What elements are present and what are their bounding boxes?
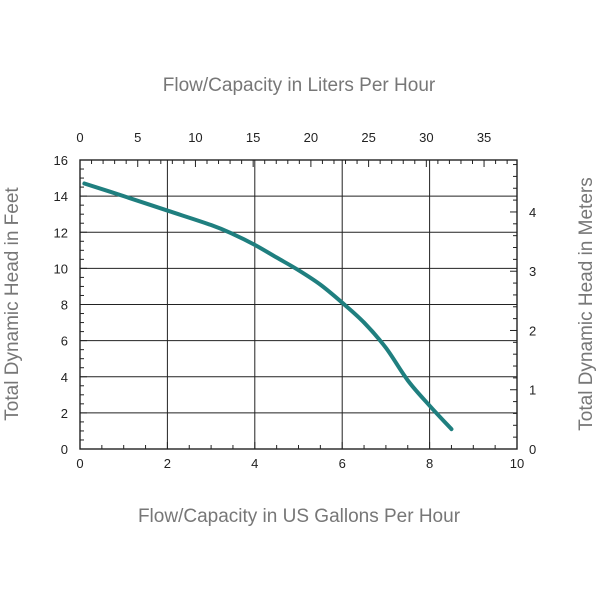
right-axis-title: Total Dynamic Head in Meters (576, 177, 597, 430)
y-tick-label: 4 (61, 370, 68, 385)
x-tick-label: 0 (76, 456, 83, 471)
y-tick-label: 6 (61, 334, 68, 349)
left-axis-title: Total Dynamic Head in Feet (2, 187, 23, 421)
x2-tick-label: 25 (361, 130, 375, 145)
x2-tick-label: 5 (134, 130, 141, 145)
y-tick-label: 12 (54, 225, 68, 240)
axis-ticks (79, 159, 518, 450)
y2-tick-label: 0 (529, 442, 536, 457)
x2-tick-label: 10 (188, 130, 202, 145)
series (82, 181, 454, 432)
y-tick-label: 10 (54, 261, 68, 276)
y2-tick-label: 2 (529, 323, 536, 338)
y-tick-label: 14 (54, 189, 68, 204)
top-axis-title: Flow/Capacity in Liters Per Hour (163, 75, 436, 96)
x2-tick-label: 35 (477, 130, 491, 145)
y-tick-label: 16 (54, 153, 68, 168)
x-tick-label: 10 (510, 456, 524, 471)
x2-tick-label: 15 (246, 130, 260, 145)
x2-tick-label: 0 (76, 130, 83, 145)
y-tick-label: 0 (61, 442, 68, 457)
x-tick-label: 2 (164, 456, 171, 471)
pump-performance-curve (82, 181, 454, 432)
x-tick-label: 8 (426, 456, 433, 471)
y2-tick-label: 4 (529, 205, 536, 220)
y-tick-label: 2 (61, 406, 68, 421)
y-tick-label: 8 (61, 298, 68, 313)
y2-tick-label: 1 (529, 383, 536, 398)
y2-tick-label: 3 (529, 264, 536, 279)
x2-tick-label: 20 (304, 130, 318, 145)
x-tick-label: 4 (251, 456, 258, 471)
bottom-axis-title: Flow/Capacity in US Gallons Per Hour (138, 506, 461, 527)
x2-tick-label: 30 (419, 130, 433, 145)
x-tick-label: 6 (339, 456, 346, 471)
